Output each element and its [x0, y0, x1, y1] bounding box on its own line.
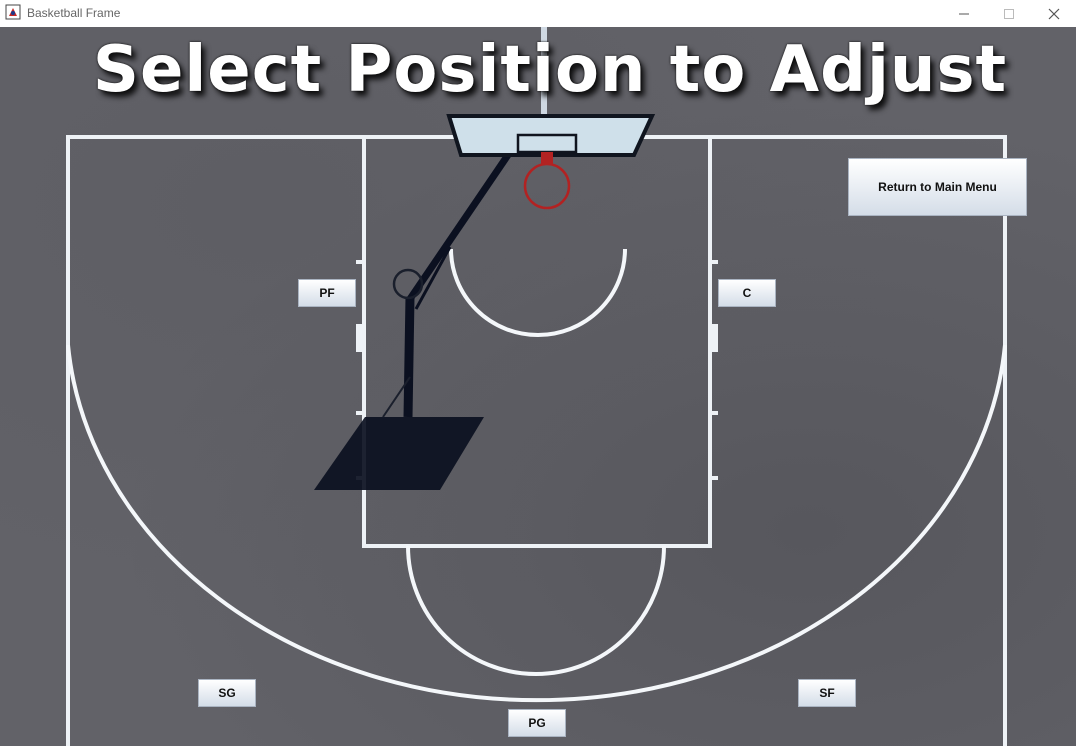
java-app-icon — [5, 4, 21, 20]
page-heading: Select Position to Adjust — [92, 33, 1008, 107]
pg-position-button[interactable]: PG — [508, 709, 566, 737]
window-title: Basketball Frame — [27, 6, 121, 20]
maximize-button[interactable] — [986, 0, 1032, 27]
sf-position-button[interactable]: SF — [798, 679, 856, 707]
title-bar: Basketball Frame — [0, 0, 1076, 27]
pf-position-button[interactable]: PF — [298, 279, 356, 307]
close-icon — [1048, 8, 1060, 19]
close-button[interactable] — [1031, 0, 1076, 27]
maximize-icon — [1004, 8, 1014, 19]
minimize-icon — [959, 13, 969, 14]
minimize-button[interactable] — [941, 0, 987, 27]
court-drawing — [66, 27, 1007, 746]
sg-position-button[interactable]: SG — [198, 679, 256, 707]
return-to-main-menu-button[interactable]: Return to Main Menu — [848, 158, 1027, 216]
basketball-court: Select Position to Adjust Return to Main… — [0, 27, 1076, 746]
c-position-button[interactable]: C — [718, 279, 776, 307]
